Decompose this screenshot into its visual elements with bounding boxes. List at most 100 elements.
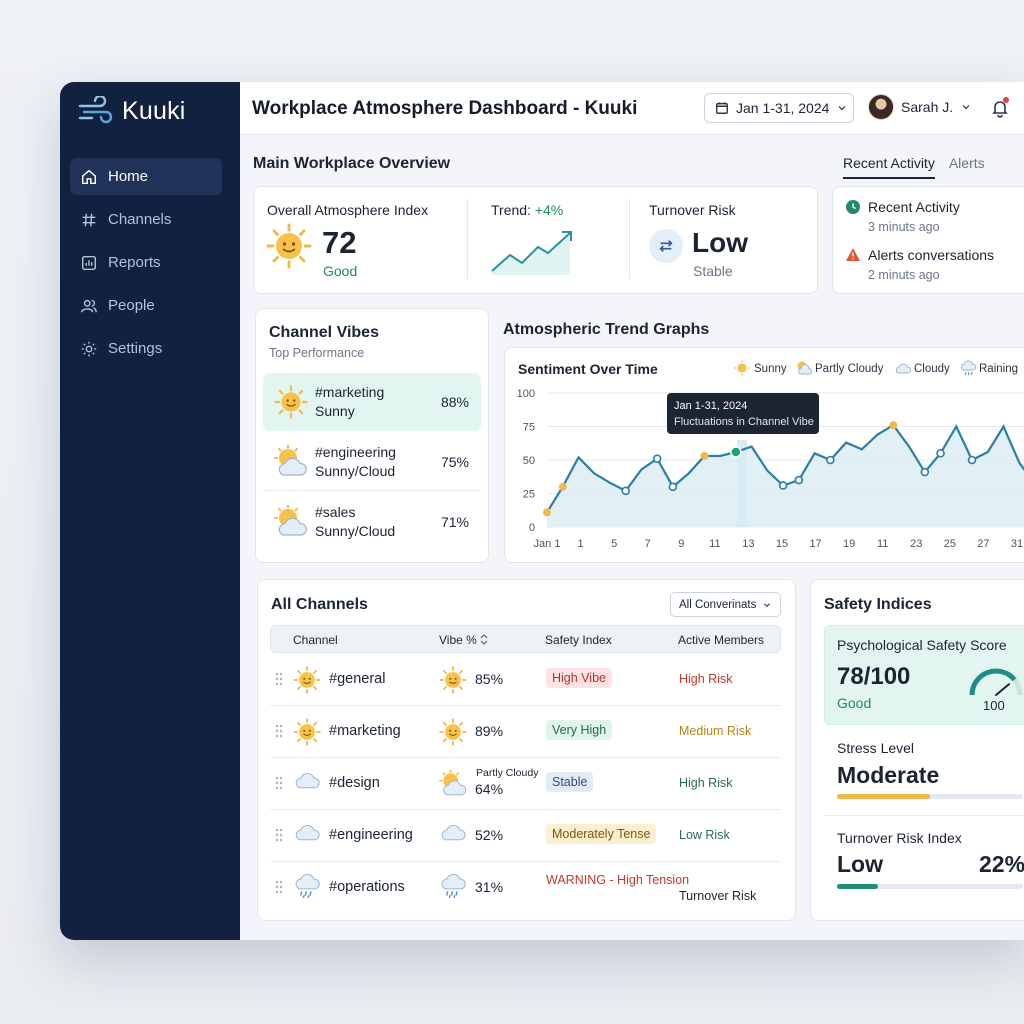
data-point[interactable]: [700, 451, 709, 460]
avatar: [868, 94, 894, 120]
user-menu[interactable]: Sarah J.: [868, 94, 972, 120]
table-row[interactable]: #engineering 52% Moderately Tense Low Ri…: [270, 810, 781, 862]
safety-badge: Stable: [546, 772, 594, 792]
legend-label: Cloudy: [914, 363, 950, 375]
data-point[interactable]: [730, 446, 742, 458]
sun-icon: [439, 666, 467, 699]
activity-item-time: 2 minuts ago: [868, 268, 940, 282]
sidebar-item-channels[interactable]: Channels: [70, 201, 222, 238]
safety-index: WARNING - High Tension: [546, 873, 690, 887]
column-header-safety[interactable]: Safety Index: [545, 633, 612, 647]
column-header-channel[interactable]: Channel: [293, 633, 338, 647]
table-row[interactable]: #marketing 89% Very High Medium Risk: [270, 706, 781, 758]
data-point[interactable]: [936, 449, 945, 458]
vibe-percent: 64%: [475, 781, 504, 797]
legend-label: Raining: [979, 363, 1018, 375]
legend-label: Partly Cloudy: [815, 363, 884, 375]
turnover-bar-fill: [837, 884, 878, 889]
list-item[interactable]: #sales Sunny/Cloud 71%: [263, 493, 481, 551]
legend-item: Sunny: [734, 360, 787, 376]
x-tick-label: 11: [709, 538, 720, 550]
drag-handle-icon[interactable]: [275, 880, 283, 894]
drag-handle-icon[interactable]: [275, 776, 283, 790]
activity-item-title[interactable]: Alerts conversations: [868, 247, 995, 263]
members-risk: High Risk: [679, 776, 733, 790]
wind-logo-icon: [78, 96, 113, 124]
column-header-members[interactable]: Active Members: [678, 633, 765, 647]
date-range-picker[interactable]: Jan 1-31, 2024: [704, 93, 854, 123]
x-tick-label: 17: [809, 538, 821, 550]
data-point[interactable]: [967, 455, 977, 465]
x-axis-ticks: Jan 1 1 5 7 9 11 13 15 17 19 11 23 25 27 31: [534, 538, 1024, 550]
sidebar-item-reports[interactable]: Reports: [70, 244, 222, 281]
vibe-percent: 52%: [475, 827, 504, 843]
partly-cloudy-icon: [274, 505, 307, 536]
data-point[interactable]: [889, 421, 898, 430]
channel-percent: 75%: [440, 454, 469, 470]
data-point[interactable]: [668, 482, 678, 492]
sun-icon: [274, 385, 308, 419]
drag-handle-icon[interactable]: [275, 724, 283, 738]
table-row[interactable]: #design Partly Cloudy 64% Stable High Ri…: [270, 758, 781, 810]
column-header-vibe[interactable]: Vibe %: [439, 633, 477, 647]
table-row[interactable]: #general 85% High Vibe High Risk: [270, 654, 781, 706]
channel-vibes-subtitle: Top Performance: [269, 346, 365, 360]
activity-item-title[interactable]: Recent Activity: [868, 199, 960, 215]
drag-handle-icon[interactable]: [275, 672, 283, 686]
y-tick-label: 0: [529, 522, 535, 534]
table-row[interactable]: #operations 31% WARNING - High Tension T…: [270, 862, 781, 914]
data-point[interactable]: [652, 454, 662, 463]
x-tick-label: 23: [910, 538, 922, 550]
activity-tabs: Recent Activity Alerts: [843, 155, 985, 179]
drag-handle-icon[interactable]: [275, 828, 283, 842]
channel-name: #marketing: [315, 384, 385, 400]
sidebar-item-people[interactable]: People: [70, 287, 222, 324]
data-point[interactable]: [778, 481, 788, 490]
data-point[interactable]: [826, 455, 835, 465]
all-channels-title: All Channels: [271, 596, 368, 613]
sort-icon[interactable]: [480, 634, 488, 645]
channel-name[interactable]: #design: [329, 775, 380, 791]
bell-icon[interactable]: [990, 98, 1010, 118]
data-point[interactable]: [558, 482, 567, 491]
list-item[interactable]: #marketing Sunny 88%: [263, 373, 481, 431]
x-tick-label: 11: [877, 538, 888, 550]
safety-badge: Very High: [546, 720, 613, 740]
safety-card: Safety Indices Psychological Safety Scor…: [810, 579, 1024, 921]
turnover-bar: [837, 884, 1023, 889]
channel-filter-dropdown[interactable]: All Converinats: [670, 592, 781, 617]
sidebar-item-home[interactable]: Home: [70, 158, 222, 195]
turnover-risk-status: Stable: [693, 263, 733, 279]
trend-chart-card: Sentiment Over Time Sunny Partly Cloudy Cl…: [504, 347, 1024, 563]
atmosphere-index-label: Overall Atmosphere Index: [267, 202, 429, 218]
chart-title: Sentiment Over Time: [518, 361, 658, 377]
logo[interactable]: Kuuki: [78, 96, 186, 126]
chart-icon: [81, 255, 97, 270]
data-point[interactable]: [621, 486, 631, 496]
tab-alerts[interactable]: Alerts: [948, 155, 985, 171]
channel-name[interactable]: #engineering: [329, 827, 413, 843]
table-header: Channel Vibe % Safety Index Active Membe…: [270, 625, 781, 653]
rain-icon: [293, 873, 321, 904]
y-tick-label: 75: [523, 422, 535, 434]
trend-sparkline: [491, 231, 572, 275]
x-tick-label: 9: [678, 538, 684, 550]
notification-dot: [1003, 97, 1009, 103]
sun-icon: [266, 223, 312, 269]
list-item[interactable]: #engineering Sunny/Cloud 75%: [263, 433, 481, 491]
sidebar-item-settings[interactable]: Settings: [70, 330, 222, 367]
tab-recent-activity[interactable]: Recent Activity: [843, 155, 935, 179]
app-name: Kuuki: [122, 96, 186, 125]
channel-name[interactable]: #general: [329, 671, 386, 687]
trend-section-title: Atmospheric Trend Graphs: [503, 321, 710, 338]
legend-item: Cloudy: [895, 363, 950, 375]
safety-badge: Moderately Tense: [546, 824, 657, 844]
stress-bar-fill: [837, 794, 930, 799]
data-point[interactable]: [920, 467, 930, 477]
channel-name[interactable]: #marketing: [329, 723, 401, 739]
data-point[interactable]: [794, 475, 804, 485]
partly-cloudy-icon: [797, 361, 813, 375]
data-point[interactable]: [543, 508, 551, 517]
channel-name[interactable]: #operations: [329, 879, 405, 895]
safety-title: Safety Indices: [824, 596, 932, 613]
